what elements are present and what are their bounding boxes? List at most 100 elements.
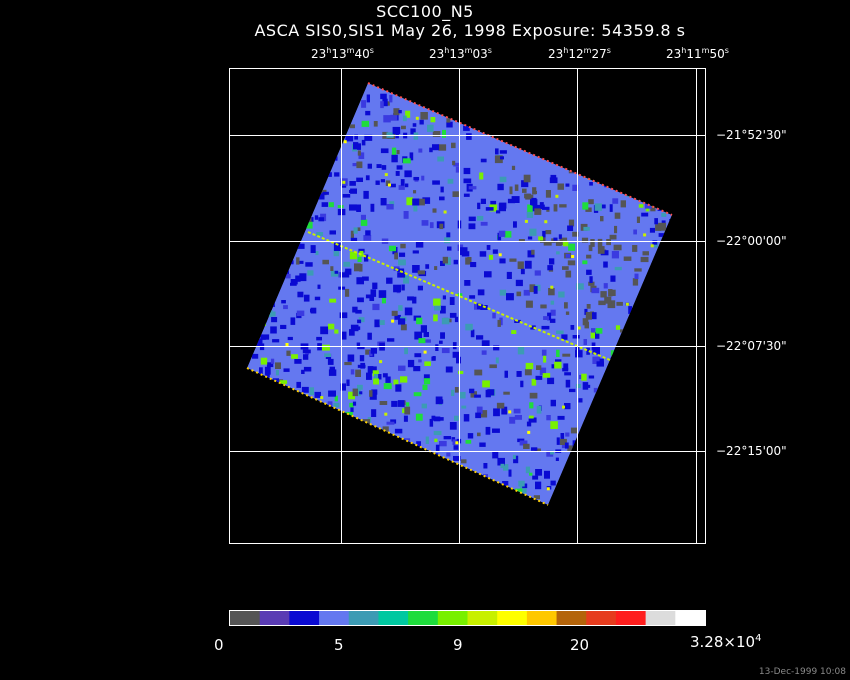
sky-speckle bbox=[381, 165, 387, 170]
sky-speckle bbox=[535, 469, 542, 476]
sky-speckle bbox=[451, 142, 456, 149]
sky-speckle bbox=[412, 123, 417, 127]
sky-speckle bbox=[635, 409, 639, 417]
sky-speckle bbox=[552, 113, 560, 120]
sky-speckle bbox=[625, 376, 632, 385]
sky-speckle bbox=[316, 149, 323, 156]
sky-speckle bbox=[328, 323, 335, 330]
sky-speckle bbox=[314, 296, 321, 301]
sky-speckle bbox=[262, 495, 270, 500]
sky-speckle bbox=[645, 189, 652, 197]
sky-speckle bbox=[370, 348, 377, 354]
sky-speckle bbox=[252, 353, 259, 359]
sky-speckle bbox=[661, 488, 665, 496]
sky-speckle bbox=[363, 235, 372, 241]
sky-speckle bbox=[629, 99, 636, 104]
sky-speckle bbox=[385, 376, 391, 383]
sky-speckle bbox=[440, 186, 444, 193]
sky-speckle bbox=[542, 373, 551, 378]
sky-speckle bbox=[655, 442, 663, 450]
sky-speckle bbox=[407, 468, 411, 475]
sky-speckle bbox=[455, 166, 460, 173]
sky-speckle bbox=[435, 491, 443, 498]
sky-speckle bbox=[375, 180, 380, 185]
sky-speckle bbox=[257, 465, 266, 471]
sky-speckle bbox=[530, 325, 536, 330]
sky-speckle bbox=[531, 249, 535, 255]
sky-speckle bbox=[442, 256, 448, 264]
sky-speckle bbox=[498, 100, 505, 108]
bright-source bbox=[650, 244, 654, 248]
sky-speckle bbox=[320, 326, 329, 335]
sky-speckle bbox=[595, 328, 603, 334]
sky-speckle bbox=[299, 273, 307, 282]
sky-speckle bbox=[382, 426, 389, 434]
sky-speckle bbox=[649, 379, 657, 387]
sky-speckle bbox=[570, 325, 575, 330]
colorbar-segment bbox=[348, 611, 379, 625]
sky-speckle bbox=[673, 109, 678, 113]
sky-speckle bbox=[355, 369, 361, 377]
sky-speckle bbox=[322, 344, 330, 351]
sky-speckle bbox=[509, 416, 516, 424]
sky-speckle bbox=[669, 457, 672, 465]
sky-speckle bbox=[559, 204, 567, 208]
sky-speckle bbox=[462, 493, 470, 498]
sky-speckle bbox=[513, 455, 519, 464]
sky-speckle bbox=[385, 180, 391, 186]
sky-speckle bbox=[337, 489, 342, 495]
sky-speckle bbox=[408, 488, 415, 494]
sky-speckle bbox=[412, 198, 420, 206]
sky-speckle bbox=[664, 150, 670, 155]
sky-speckle bbox=[397, 272, 406, 278]
sky-speckle bbox=[412, 250, 419, 254]
sky-speckle bbox=[579, 154, 584, 161]
bright-source bbox=[550, 285, 554, 289]
sky-speckle bbox=[567, 225, 574, 231]
sky-speckle bbox=[313, 479, 317, 487]
sky-speckle bbox=[663, 189, 671, 195]
bright-source bbox=[391, 319, 395, 323]
sky-speckle bbox=[640, 256, 649, 263]
sky-speckle bbox=[284, 482, 292, 488]
sky-speckle bbox=[635, 163, 641, 169]
sky-speckle bbox=[308, 191, 315, 199]
sky-speckle bbox=[247, 431, 251, 437]
sky-speckle bbox=[344, 362, 352, 366]
sky-speckle bbox=[417, 198, 425, 206]
sky-speckle bbox=[529, 115, 533, 120]
sky-speckle bbox=[439, 478, 446, 483]
sky-speckle bbox=[387, 338, 395, 342]
bright-source bbox=[508, 410, 512, 414]
sky-speckle bbox=[401, 94, 410, 99]
sky-speckle bbox=[341, 331, 347, 340]
sky-speckle bbox=[357, 297, 364, 303]
coordinate-grid bbox=[230, 69, 705, 543]
sky-speckle bbox=[409, 152, 414, 161]
sky-speckle bbox=[661, 212, 667, 217]
sky-speckle bbox=[625, 459, 631, 467]
sky-speckle bbox=[398, 185, 405, 190]
colorbar-segment bbox=[586, 611, 617, 625]
sky-speckle bbox=[539, 367, 547, 376]
sky-speckle bbox=[593, 407, 599, 412]
sky-speckle bbox=[503, 464, 509, 471]
sky-speckle bbox=[354, 455, 360, 463]
sky-speckle bbox=[262, 272, 270, 279]
sky-speckle bbox=[553, 237, 558, 241]
sky-speckle bbox=[266, 406, 273, 414]
sky-speckle bbox=[544, 470, 550, 479]
sky-speckle bbox=[365, 294, 371, 299]
sky-speckle bbox=[512, 454, 516, 460]
sky-speckle bbox=[640, 158, 647, 165]
sky-speckle bbox=[547, 312, 552, 321]
sky-speckle bbox=[632, 278, 639, 286]
sky-speckle bbox=[395, 384, 402, 392]
sky-speckle bbox=[515, 499, 521, 504]
sky-speckle bbox=[633, 419, 637, 424]
sky-speckle bbox=[391, 400, 398, 407]
colorbar-segment bbox=[556, 611, 587, 625]
sky-speckle bbox=[533, 286, 538, 294]
sky-speckle bbox=[333, 242, 341, 251]
sky-speckle bbox=[254, 400, 262, 406]
